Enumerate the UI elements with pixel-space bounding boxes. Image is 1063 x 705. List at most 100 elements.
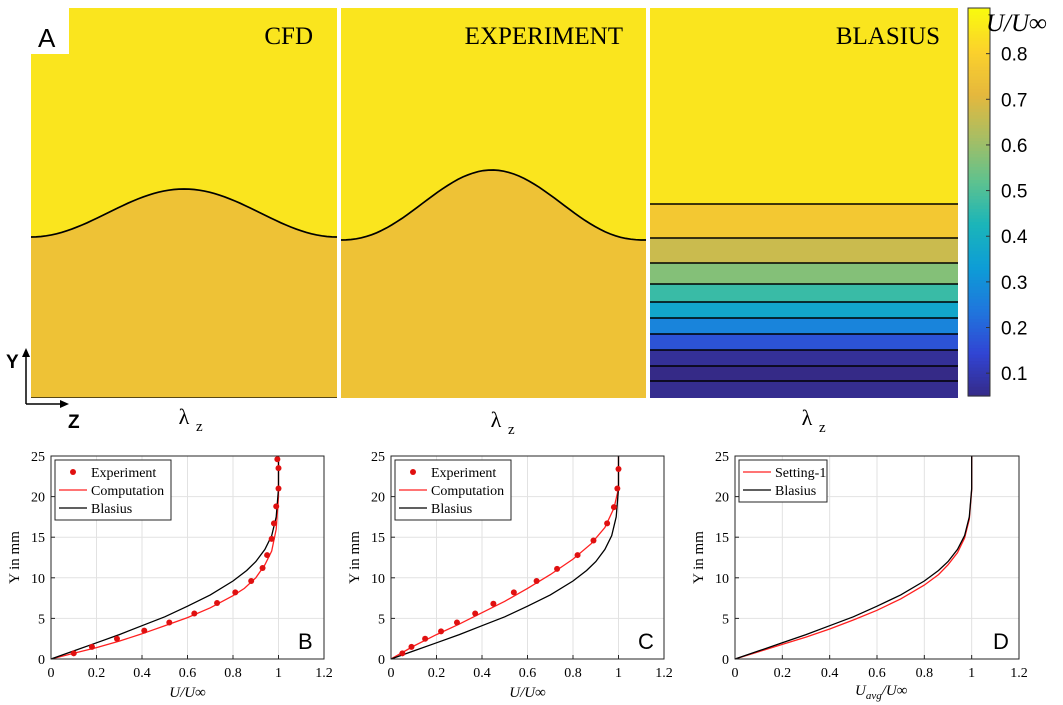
data-point <box>472 610 479 617</box>
colorbar-segment <box>968 59 990 64</box>
data-point <box>166 619 173 626</box>
panel-label-a: A <box>38 23 56 53</box>
colorbar-segment <box>968 179 990 184</box>
y-tick-label: 20 <box>715 491 729 506</box>
data-point <box>70 650 77 657</box>
y-tick-label: 5 <box>38 612 45 627</box>
colorbar-segment <box>968 147 990 151</box>
colorbar-segment <box>968 305 990 310</box>
data-point <box>232 589 239 596</box>
colorbar-segment <box>968 198 990 203</box>
x-tick-label: 0.2 <box>774 666 792 681</box>
data-point <box>614 485 621 492</box>
x-tick-label: 0.6 <box>868 666 886 681</box>
colorbar-segment <box>968 50 990 54</box>
colorbar-segment <box>968 256 990 261</box>
x-axis-label: U/U∞ <box>509 685 546 701</box>
data-point <box>453 619 460 626</box>
contour-band <box>650 204 958 238</box>
colorbar-segment <box>968 211 990 216</box>
colorbar-segment <box>968 266 990 271</box>
colorbar-segment <box>968 166 990 171</box>
x-axis-label-sub: avg <box>866 690 882 702</box>
data-point <box>615 465 622 472</box>
x-tick-label: 0.6 <box>179 666 197 681</box>
colorbar-segment <box>968 344 990 349</box>
data-point <box>604 520 611 527</box>
x-tick-label: 0.8 <box>564 666 582 681</box>
colorbar-segment <box>968 214 990 219</box>
colorbar-segment <box>968 17 990 22</box>
lambda-subscript: z <box>196 419 203 435</box>
axis-indicator: Y Z <box>6 348 80 433</box>
y-tick-label: 25 <box>31 450 45 465</box>
x-axis-label: Uavg/U∞ <box>855 683 908 702</box>
data-point <box>191 610 198 617</box>
x-tick-label: 0 <box>48 666 55 681</box>
y-tick-label: 5 <box>378 612 385 627</box>
y-tick-label: 20 <box>371 491 385 506</box>
colorbar-segment <box>968 363 990 368</box>
legend-box <box>738 459 828 503</box>
colorbar-segment <box>968 20 990 25</box>
contour-band <box>650 302 958 318</box>
colorbar-segment <box>968 124 990 129</box>
data-point <box>268 535 275 542</box>
colorbar-segment <box>968 357 990 362</box>
colorbar-tick-label: 0.4 <box>1001 227 1028 248</box>
data-point <box>610 504 617 511</box>
y-tick-label: 15 <box>371 531 385 546</box>
colorbar-segment <box>968 127 990 132</box>
colorbar-segment <box>968 105 990 109</box>
colorbar-segment <box>968 192 990 197</box>
colorbar-segment <box>968 299 990 303</box>
colorbar-segment <box>968 75 990 80</box>
colorbar-segment <box>968 159 990 164</box>
y-axis-label: Y in mm <box>7 531 23 584</box>
x-tick-label: 1 <box>968 666 975 681</box>
y-tick-label: 10 <box>371 572 385 587</box>
data-point <box>590 537 597 544</box>
contour-band <box>650 238 958 263</box>
colorbar-segment <box>968 221 990 226</box>
contour-band <box>650 350 958 366</box>
colorbar-segment <box>968 153 990 158</box>
contour-band <box>650 381 958 398</box>
legend-label: Blasius <box>91 502 132 517</box>
colorbar-segment <box>968 46 990 51</box>
colorbar-segment <box>968 279 990 284</box>
colorbar-segment <box>968 82 990 87</box>
legend-label: Experiment <box>91 466 156 481</box>
y-axis-label: Y in mm <box>347 531 363 584</box>
colorbar-segment <box>968 337 990 342</box>
colorbar-segment <box>968 95 990 100</box>
panel-label-box <box>31 8 69 54</box>
data-point <box>141 627 148 634</box>
colorbar-segment <box>968 227 990 232</box>
colorbar-tick-label: 0.7 <box>1001 90 1027 111</box>
contour-band <box>341 170 646 398</box>
colorbar-segment <box>968 98 990 103</box>
colorbar-segment <box>968 253 990 258</box>
x-tick-label: 1 <box>615 666 622 681</box>
colorbar-segment <box>968 85 990 90</box>
colorbar-segment <box>968 386 990 391</box>
colorbar-segment <box>968 234 990 239</box>
series-line-blasius <box>390 456 620 660</box>
data-point <box>259 565 266 572</box>
legend-label: Setting-1 <box>775 466 826 481</box>
y-arrow-label: Y <box>6 352 19 373</box>
panel-label-d: D <box>993 629 1009 654</box>
x-tick-label: 0.2 <box>428 666 446 681</box>
colorbar-segment <box>968 11 990 16</box>
colorbar-segment <box>968 8 990 12</box>
z-arrow-head-icon <box>60 400 69 408</box>
colorbar-segment <box>968 24 990 28</box>
lambda-subscript: z <box>508 422 515 438</box>
data-point <box>273 503 280 510</box>
x-axis-label-rest: /U∞ <box>881 683 908 699</box>
contour-band <box>31 189 337 398</box>
colorbar-segment <box>968 69 990 74</box>
colorbar-segment <box>968 360 990 365</box>
colorbar: 0.1 0.2 0.3 0.4 0.5 0.6 0.7 0.8 <box>967 7 1028 397</box>
